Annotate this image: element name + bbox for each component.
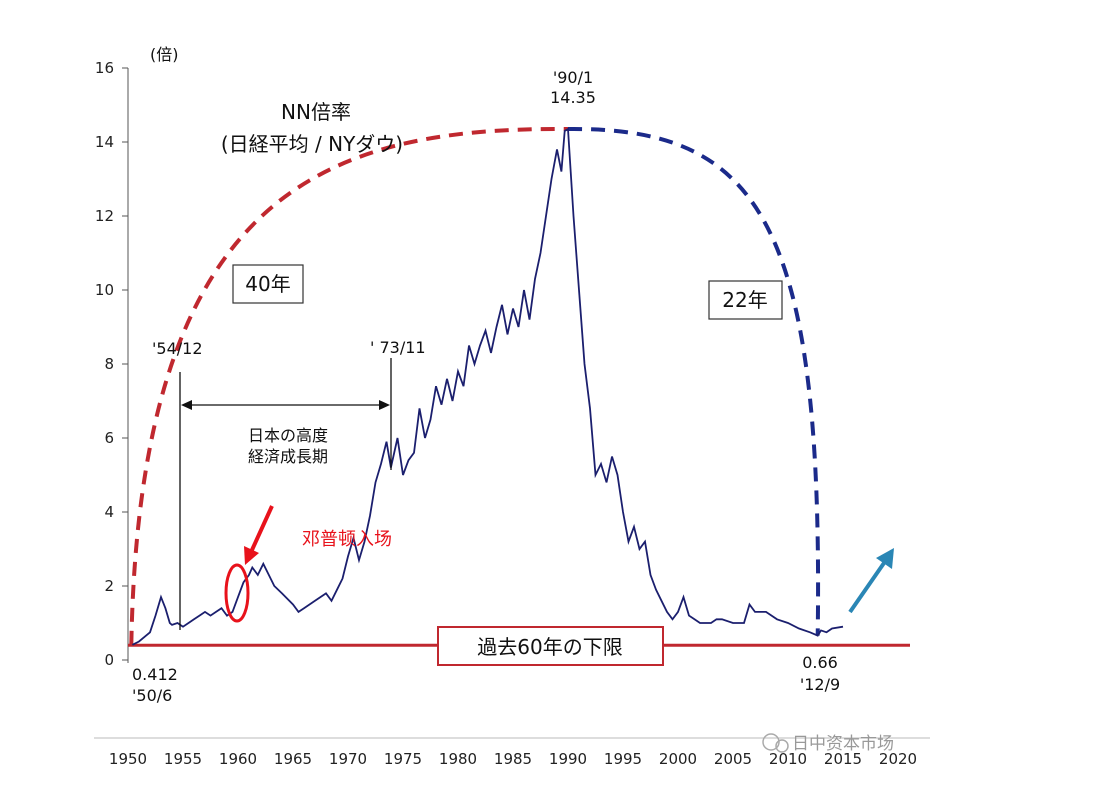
y-axis-ticks: 0 2 4 6 8 10 12 14 16: [95, 59, 128, 669]
x-tick-label-1990: 1990: [549, 750, 587, 768]
x-tick-label-2000: 2000: [659, 750, 697, 768]
x-tick-label-2020: 2020: [879, 750, 917, 768]
annotation-12-9-value: 0.66: [802, 653, 838, 672]
x-tick-label-1985: 1985: [494, 750, 532, 768]
x-tick-label-2015: 2015: [824, 750, 862, 768]
span-arrow-right-head: [379, 400, 390, 410]
twenty-two-year-label: 22年: [722, 288, 767, 312]
red-arrow-icon: [250, 505, 274, 551]
x-tick-label-1965: 1965: [274, 750, 312, 768]
annotation-54-12: '54/12: [152, 339, 203, 358]
watermark: 日中资本市场: [762, 733, 894, 754]
x-tick-label-1980: 1980: [439, 750, 477, 768]
series-line-nn-ratio: [131, 127, 844, 646]
span-arrow-left-head: [181, 400, 192, 410]
forty-year-label: 40年: [245, 272, 290, 296]
y-tick-label-12: 12: [95, 207, 114, 225]
floor-label: 過去60年の下限: [477, 635, 622, 659]
x-tick-label-1975: 1975: [384, 750, 422, 768]
y-axis-unit: (倍): [150, 45, 179, 64]
y-tick-label-4: 4: [104, 503, 114, 521]
templeton-entry-circle: [224, 563, 250, 623]
y-tick-label-10: 10: [95, 281, 114, 299]
forty-year-box: [232, 264, 304, 304]
y-tick-label-14: 14: [95, 133, 114, 151]
teal-up-arrow-icon: [848, 561, 886, 614]
wechat-icon: [762, 733, 780, 751]
x-tick-label-2005: 2005: [714, 750, 752, 768]
x-tick-label-1995: 1995: [604, 750, 642, 768]
teal-up-arrow-head-icon: [876, 548, 894, 569]
x-tick-label-1970: 1970: [329, 750, 367, 768]
y-tick-label-16: 16: [95, 59, 114, 77]
x-axis-ticks: 1950 1955 1960 1965 1970 1975 1980 1985 1990 1995…: [109, 750, 917, 768]
annotation-73-11: ' 73/11: [370, 338, 426, 357]
y-tick-label-6: 6: [104, 429, 114, 447]
growth-period-line2: 経済成長期: [248, 447, 328, 466]
annotation-12-9-date: '12/9: [800, 675, 840, 694]
chart-subtitle: (日経平均 / NYダウ): [221, 132, 403, 156]
chart-title: NN倍率: [281, 100, 351, 124]
forty-year-arc: [129, 127, 569, 645]
twenty-two-year-box: [708, 280, 783, 320]
y-tick-label-8: 8: [104, 355, 114, 373]
annotation-90-1-date: '90/1: [553, 68, 593, 87]
x-tick-label-1960: 1960: [219, 750, 257, 768]
x-tick-label-2010: 2010: [769, 750, 807, 768]
floor-label-box: [437, 626, 664, 666]
red-arrow-head-icon: [244, 546, 259, 565]
wechat-icon-small: [775, 739, 789, 753]
watermark-text: 日中资本市场: [792, 734, 894, 754]
twenty-two-year-arc: [567, 127, 821, 636]
y-tick-label-2: 2: [104, 577, 114, 595]
growth-period-line1: 日本の高度: [248, 426, 328, 445]
annotation-90-1-value: 14.35: [550, 88, 596, 107]
y-tick-label-0: 0: [104, 651, 114, 669]
x-tick-label-1955: 1955: [164, 750, 202, 768]
annotation-50-6-date: '50/6: [132, 686, 172, 705]
x-tick-label-1950: 1950: [109, 750, 147, 768]
annotation-50-6-value: 0.412: [132, 665, 178, 684]
templeton-entry-note: 邓普顿入场: [302, 529, 392, 550]
